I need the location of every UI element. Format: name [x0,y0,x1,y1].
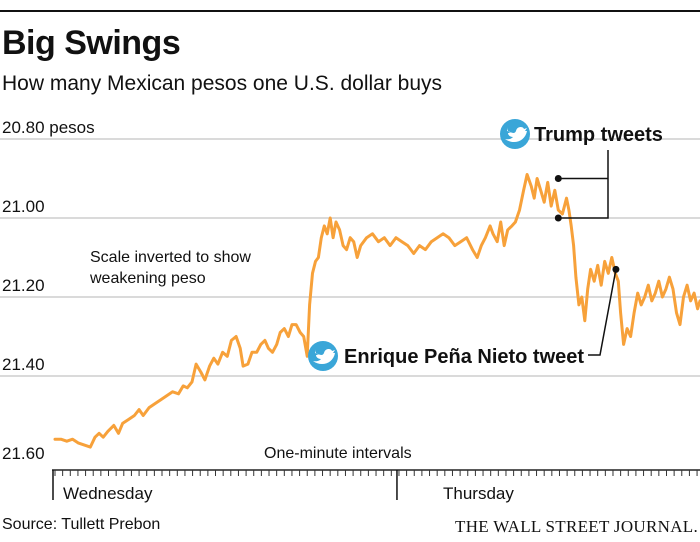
scale-note-line-1: Scale inverted to show [90,249,251,266]
trump-tweets-label: Trump tweets [534,124,663,146]
x-axis [52,469,700,500]
callout-trump-tweets: Trump tweets [500,119,663,222]
source-note: Source: Tullett Prebon [2,516,161,533]
y-tick-label: 21.00 [2,197,45,216]
y-tick-label: 21.60 [2,444,45,463]
y-tick-label: 20.80 pesos [2,118,95,137]
twitter-bird-icon [500,119,530,149]
publisher-logo: THE WALL STREET JOURNAL. [455,517,698,536]
y-axis-labels: 20.80 pesos 21.00 21.20 21.40 21.60 [2,118,95,463]
x-label-thursday: Thursday [443,484,514,503]
chart-title: Big Swings [2,24,181,62]
x-label-wednesday: Wednesday [63,484,153,503]
trump-tweet-marker-2 [554,214,562,222]
trump-bracket-line [558,150,609,219]
top-rule [0,10,700,12]
trump-tweet-marker-1 [554,175,562,182]
y-tick-label: 21.40 [2,355,45,374]
series-line-usd-mxn [53,173,700,449]
pena-tweet-marker [612,265,620,273]
twitter-bird-icon [308,341,338,371]
pena-leader-line [588,269,617,356]
pena-tweet-label: Enrique Peña Nieto tweet [344,346,584,368]
y-tick-label: 21.20 [2,276,45,295]
interval-note: One-minute intervals [264,445,412,462]
scale-note-line-2: weakening peso [89,270,206,287]
x-axis-ticks [52,470,698,500]
callout-pena-nieto-tweet: Enrique Peña Nieto tweet [308,265,620,371]
chart-subtitle: How many Mexican pesos one U.S. dollar b… [2,72,443,95]
